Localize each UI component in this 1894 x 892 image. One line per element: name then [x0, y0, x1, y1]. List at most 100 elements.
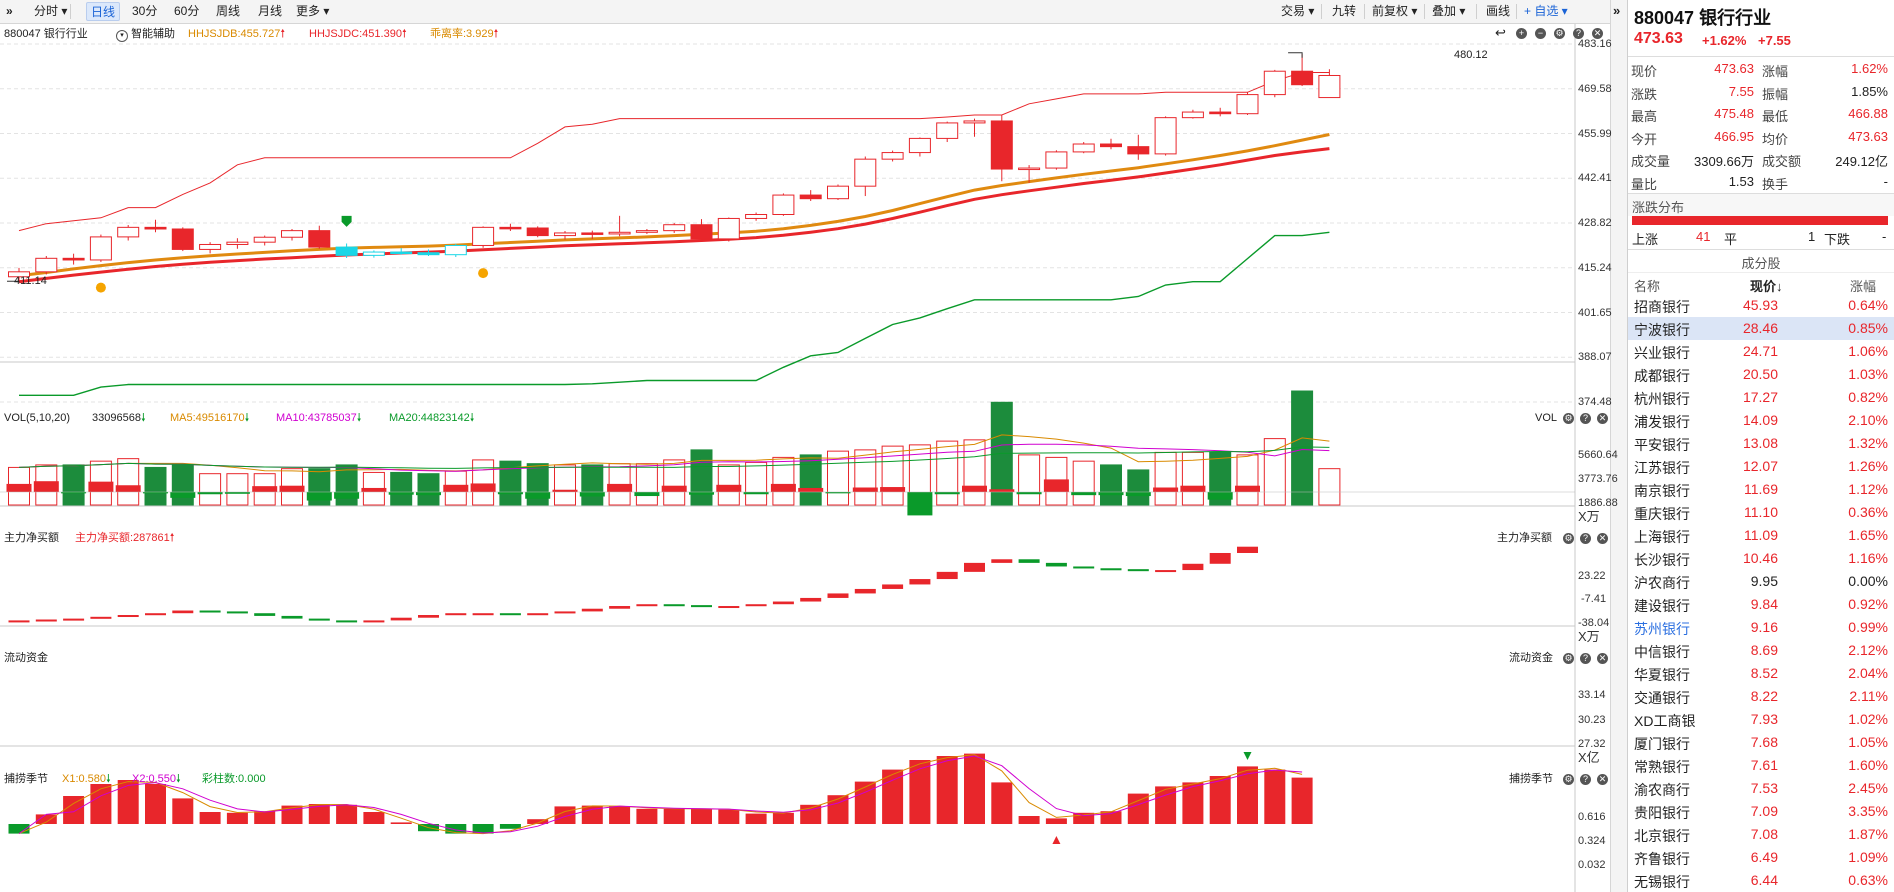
- liquid-bar: [35, 619, 57, 622]
- tab-daily[interactable]: 日线: [86, 2, 121, 21]
- smart-assist-toggle[interactable]: ▾ 智能辅助: [116, 27, 175, 42]
- back-icon[interactable]: ↩: [1495, 25, 1506, 40]
- constituent-row[interactable]: 浦发银行 14.09 2.10%: [1628, 409, 1894, 432]
- vol-settings-icon[interactable]: ⚙: [1563, 413, 1574, 424]
- stock-price: 11.10: [1744, 504, 1778, 520]
- netbuy-close-icon[interactable]: ✕: [1597, 533, 1608, 544]
- netbuy-bar: [197, 492, 223, 495]
- liquid-bar: [172, 610, 194, 614]
- panel-toggle-strip[interactable]: »: [1610, 0, 1627, 892]
- constituent-row[interactable]: 宁波银行 28.46 0.85%: [1628, 317, 1894, 340]
- constituent-row[interactable]: 贵阳银行 7.09 3.35%: [1628, 800, 1894, 823]
- season-x1: X1:0.580🠗: [62, 773, 111, 785]
- nine-turn-button[interactable]: 九转: [1332, 4, 1357, 18]
- constituent-row[interactable]: 渝农商行 7.53 2.45%: [1628, 777, 1894, 800]
- netbuy-settings-icon[interactable]: ⚙: [1563, 533, 1574, 544]
- vol-close-icon[interactable]: ✕: [1597, 413, 1608, 424]
- candle-body: [1263, 70, 1286, 96]
- indicator-hhjsjdb: HHJSJDB:455.727🠕: [188, 28, 286, 40]
- netbuy-bar: [361, 487, 387, 492]
- constituent-row[interactable]: 沪农商行 9.95 0.00%: [1628, 570, 1894, 593]
- constituent-row[interactable]: 华夏银行 8.52 2.04%: [1628, 662, 1894, 685]
- stock-name: 江苏银行: [1634, 460, 1690, 476]
- volume-bar: [936, 440, 959, 506]
- candle-body: [226, 241, 249, 245]
- constituent-row[interactable]: 招商银行 45.93 0.64%: [1628, 294, 1894, 317]
- constituent-row[interactable]: 平安银行 13.08 1.32%: [1628, 432, 1894, 455]
- constituent-row[interactable]: 无锡银行 6.44 0.63%: [1628, 869, 1894, 892]
- tab-monthly[interactable]: 月线: [258, 4, 283, 18]
- candle-body: [308, 230, 331, 248]
- help-icon[interactable]: ?: [1573, 28, 1584, 39]
- stock-price: 11.09: [1744, 527, 1778, 543]
- close-icon[interactable]: ✕: [1592, 28, 1603, 39]
- liquid-settings-icon[interactable]: ⚙: [1563, 653, 1574, 664]
- tab-more[interactable]: 更多 ▾: [296, 4, 330, 18]
- tab-weekly[interactable]: 周线: [216, 4, 241, 18]
- candle-body: [335, 246, 358, 256]
- season-bar: [1045, 818, 1067, 824]
- constituent-row[interactable]: 杭州银行 17.27 0.82%: [1628, 386, 1894, 409]
- constituent-row[interactable]: 交通银行 8.22 2.11%: [1628, 685, 1894, 708]
- liquid-bar: [390, 617, 412, 621]
- constituent-row[interactable]: 齐鲁银行 6.49 1.09%: [1628, 846, 1894, 869]
- season-help-icon[interactable]: ?: [1580, 774, 1591, 785]
- stock-price: 24.71: [1742, 343, 1778, 359]
- col-price[interactable]: 现价↓: [1750, 279, 1783, 294]
- volume-bar: [635, 463, 658, 506]
- netbuy-bar: [716, 484, 742, 492]
- netbuy-bar: [798, 487, 824, 492]
- constituent-row[interactable]: 兴业银行 24.71 1.06%: [1628, 340, 1894, 363]
- netbuy-bar: [1153, 487, 1179, 492]
- kline-chart-area[interactable]: 880047 银行行业 ▾ 智能辅助 HHJSJDB:455.727🠕 HHJS…: [0, 24, 1618, 892]
- constituent-row[interactable]: 中信银行 8.69 2.12%: [1628, 639, 1894, 662]
- season-bar: [827, 795, 849, 824]
- vol-help-icon[interactable]: ?: [1580, 413, 1591, 424]
- liquid-bar: [827, 593, 849, 598]
- season-close-icon[interactable]: ✕: [1597, 774, 1608, 785]
- constituent-row[interactable]: 成都银行 20.50 1.03%: [1628, 363, 1894, 386]
- constituent-row[interactable]: 建设银行 9.84 0.92%: [1628, 593, 1894, 616]
- settings-icon[interactable]: ⚙: [1554, 28, 1565, 39]
- season-settings-icon[interactable]: ⚙: [1563, 774, 1574, 785]
- liquid-help-icon[interactable]: ?: [1580, 653, 1591, 664]
- constituent-row[interactable]: 长沙银行 10.46 1.16%: [1628, 547, 1894, 570]
- flat-label: 平: [1724, 232, 1738, 247]
- overlay-button[interactable]: 叠加 ▾: [1432, 4, 1466, 18]
- liquid-close-icon[interactable]: ✕: [1597, 653, 1608, 664]
- double-chevron-icon[interactable]: »: [6, 4, 13, 18]
- zoom-in-icon[interactable]: +: [1516, 28, 1527, 39]
- constituent-row[interactable]: 苏州银行 9.16 0.99%: [1628, 616, 1894, 639]
- tab-60min[interactable]: 60分: [174, 4, 200, 18]
- trade-button[interactable]: 交易 ▾: [1281, 4, 1315, 18]
- quote-key: 换手: [1762, 176, 1789, 192]
- draw-button[interactable]: 画线: [1486, 4, 1511, 18]
- constituent-row[interactable]: XD工商银 7.93 1.02%: [1628, 708, 1894, 731]
- collapse-right-icon[interactable]: »: [1613, 3, 1621, 18]
- season-tick: 0.324: [1578, 835, 1606, 847]
- col-name[interactable]: 名称: [1634, 279, 1661, 294]
- liquid-right-title: 流动资金: [1509, 652, 1553, 664]
- zoom-out-icon[interactable]: −: [1535, 28, 1546, 39]
- tab-intraday[interactable]: 分时 ▾: [34, 4, 68, 18]
- chart-canvas[interactable]: [0, 24, 1610, 892]
- constituent-row[interactable]: 厦门银行 7.68 1.05%: [1628, 731, 1894, 754]
- candle-body: [89, 236, 112, 261]
- stock-pct: 0.99%: [1848, 619, 1888, 635]
- watchlist-button[interactable]: + 自选 ▾: [1524, 4, 1568, 18]
- stock-pct: 1.03%: [1848, 366, 1888, 382]
- constituent-row[interactable]: 重庆银行 11.10 0.36%: [1628, 501, 1894, 524]
- price-tick: 388.07: [1578, 351, 1612, 364]
- constituent-row[interactable]: 北京银行 7.08 1.87%: [1628, 823, 1894, 846]
- tab-30min[interactable]: 30分: [132, 4, 158, 18]
- constituent-row[interactable]: 江苏银行 12.07 1.26%: [1628, 455, 1894, 478]
- netbuy-help-icon[interactable]: ?: [1580, 533, 1591, 544]
- adjust-button[interactable]: 前复权 ▾: [1372, 4, 1418, 18]
- col-pct[interactable]: 涨幅: [1850, 279, 1877, 294]
- constituent-row[interactable]: 南京银行 11.69 1.12%: [1628, 478, 1894, 501]
- price-tick: 483.16: [1578, 38, 1612, 50]
- constituent-row[interactable]: 上海银行 11.09 1.65%: [1628, 524, 1894, 547]
- constituent-row[interactable]: 常熟银行 7.61 1.60%: [1628, 754, 1894, 777]
- liquid-bar: [691, 605, 712, 608]
- stock-name: 招商银行: [1634, 299, 1690, 315]
